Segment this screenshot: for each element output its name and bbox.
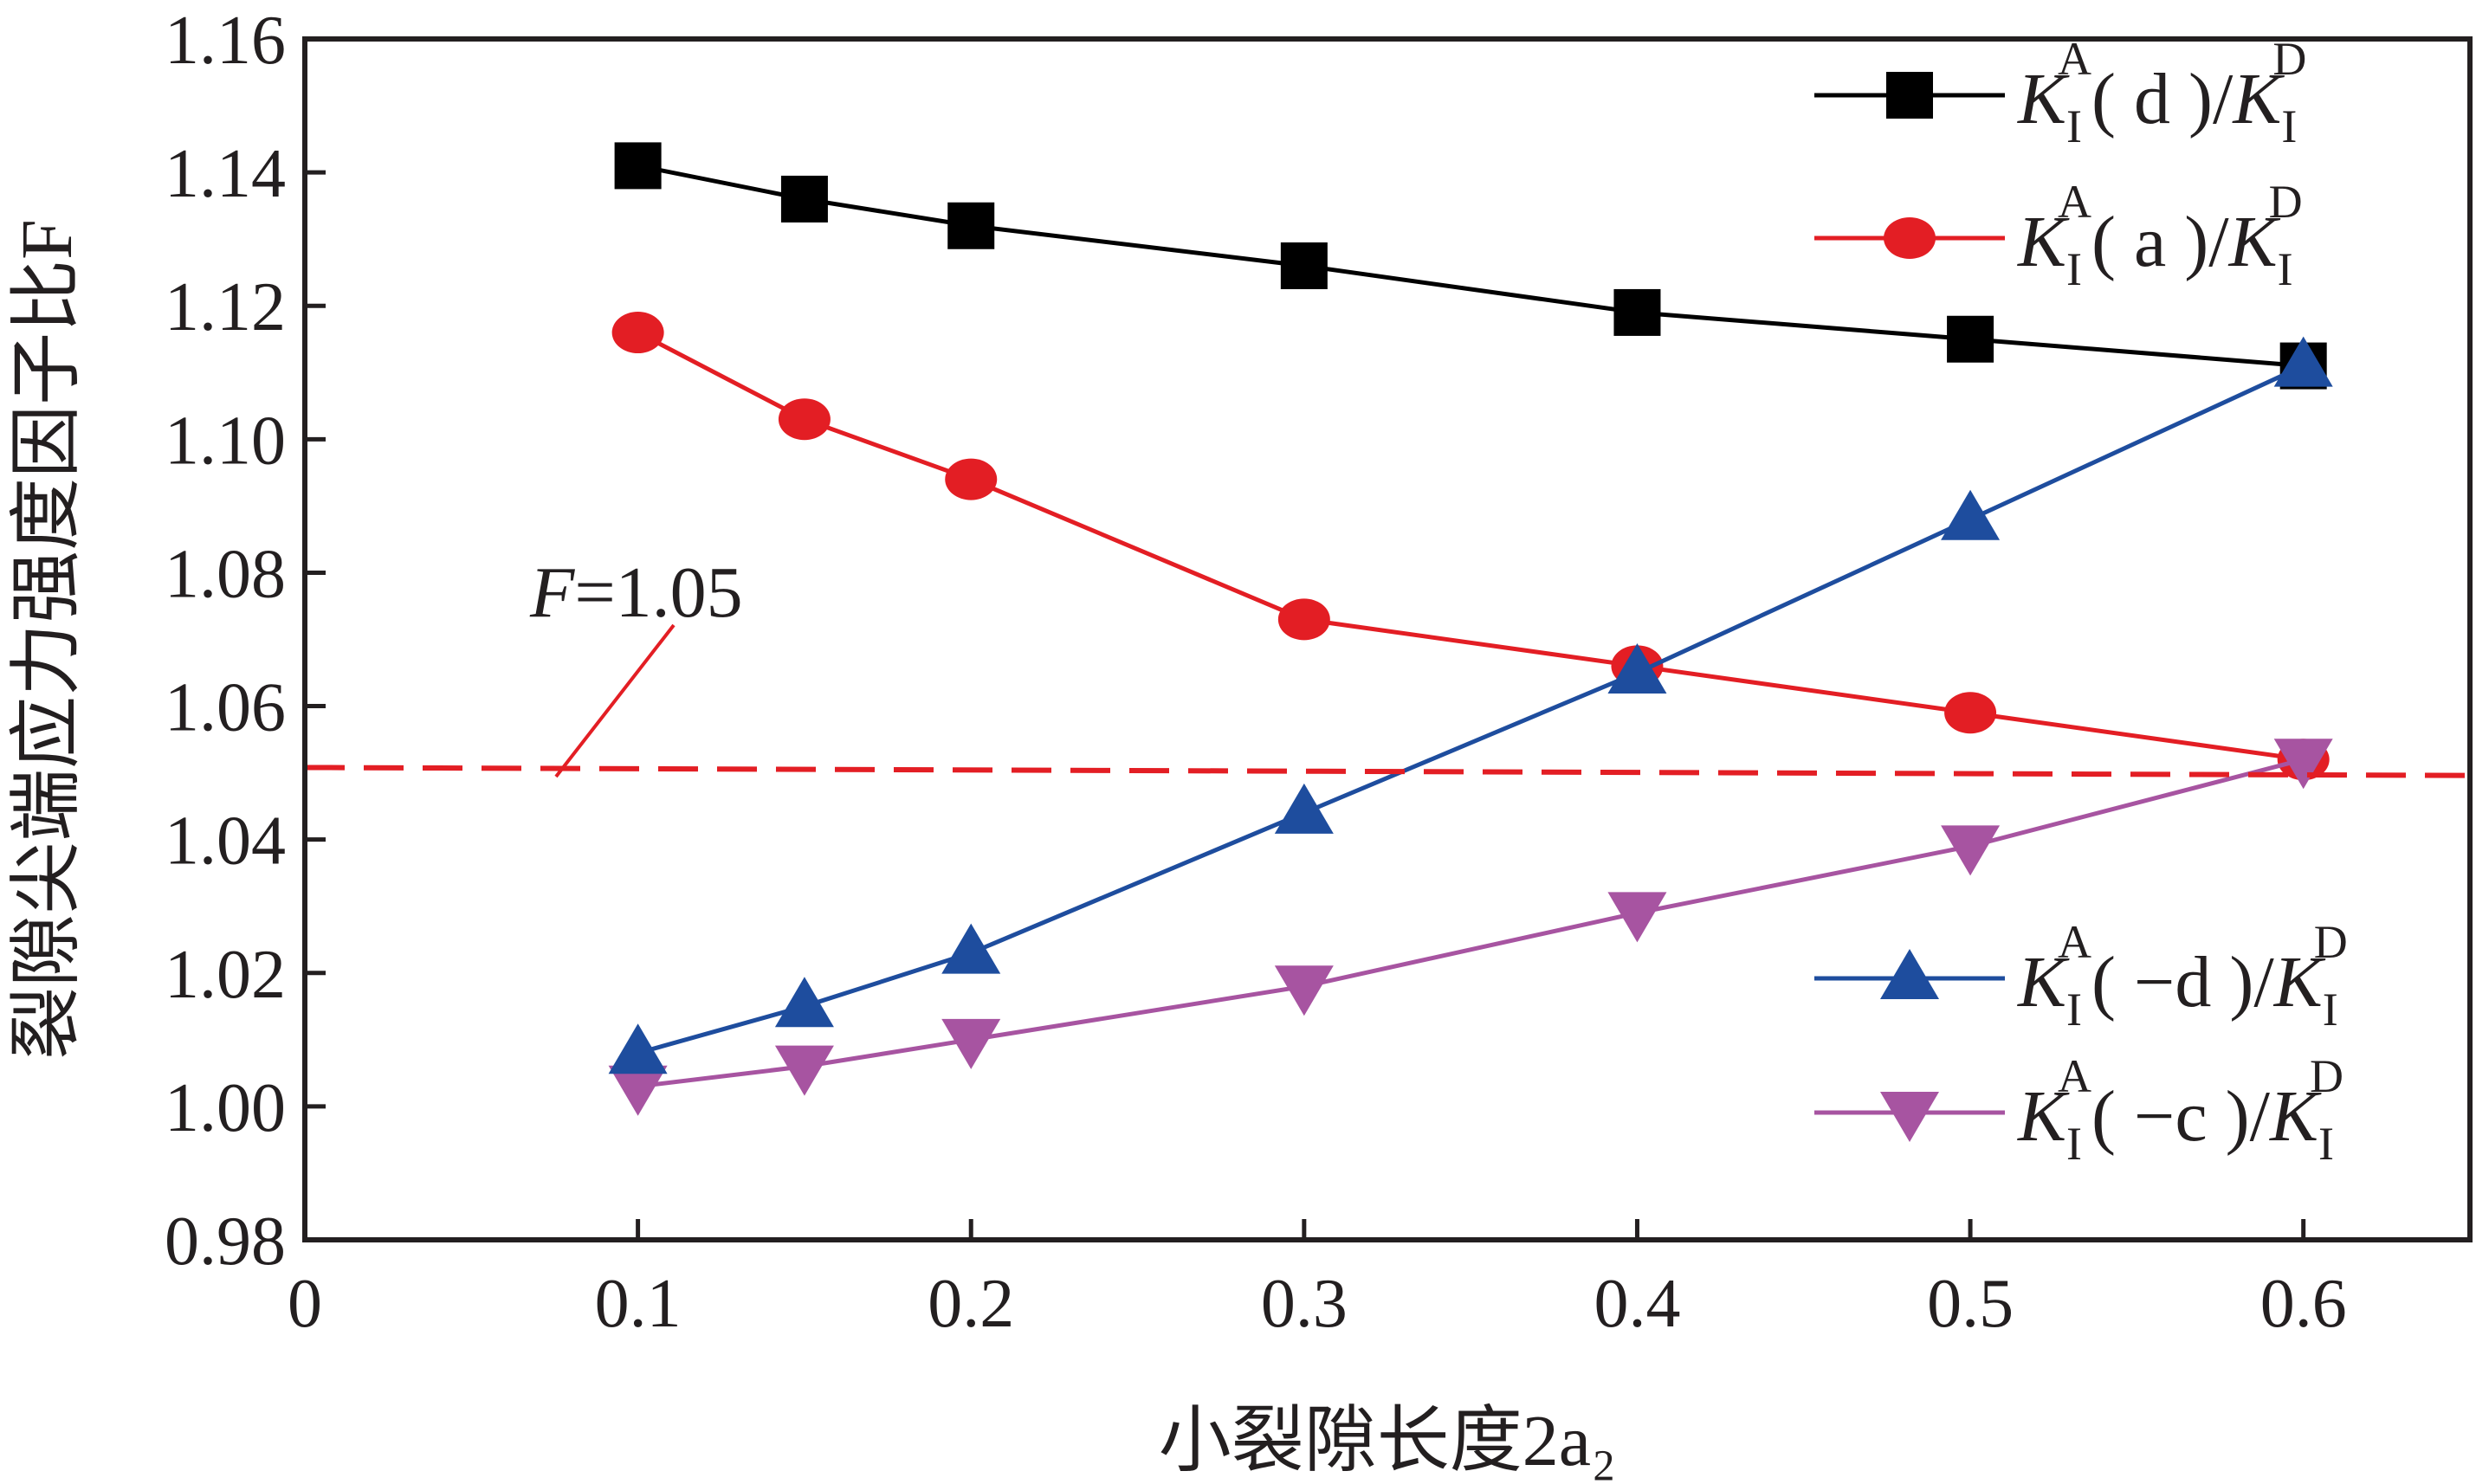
series-ka-point xyxy=(1944,692,1997,734)
series-k-neg-d xyxy=(608,336,2333,1074)
series-k-neg-c xyxy=(608,739,2333,1116)
series-ka-point xyxy=(945,458,998,500)
y-tick-label: 0.98 xyxy=(165,1203,286,1280)
series-ka-point xyxy=(611,312,664,354)
y-tick-label: 1.08 xyxy=(165,536,286,612)
y-tick-label: 1.10 xyxy=(165,403,286,479)
tick-layer: 0 0.1 0.2 0.3 0.4 0.5 0.6 0.98 1.00 1.02 1.04 1.06 1… xyxy=(165,3,2347,1342)
series-k-neg-c-point xyxy=(941,1018,1001,1069)
legend-swatch-marker xyxy=(1884,217,1936,259)
series-ka-point xyxy=(778,398,831,441)
series-k-neg-d-point xyxy=(2273,336,2333,387)
legend-label: KIA( −c )/KID xyxy=(2017,1050,2343,1170)
x-tick-label: 0.6 xyxy=(2260,1266,2347,1342)
y-tick-label: 1.06 xyxy=(165,670,286,746)
reference-line-label: F=1.05 xyxy=(529,552,743,633)
y-tick-label: 1.12 xyxy=(165,269,286,345)
x-tick-label: 0.3 xyxy=(1261,1266,1348,1342)
reference-line-layer xyxy=(304,765,2471,778)
series-kd-point xyxy=(614,142,662,190)
legend-entry: KIA( −d )/KID xyxy=(1814,916,2348,1036)
series-ka-line xyxy=(637,330,2305,762)
series-k-neg-c-point xyxy=(774,1045,834,1096)
series-layer xyxy=(608,142,2333,1116)
series-k-neg-c-point xyxy=(1941,825,2001,876)
series-k-neg-d-point xyxy=(608,1023,668,1074)
series-k-neg-c-point xyxy=(1607,892,1667,943)
x-tick-label: 0 xyxy=(288,1266,322,1342)
series-k-neg-c-line xyxy=(637,757,2305,1089)
series-k-neg-d-point xyxy=(1607,643,1667,694)
series-kd-point xyxy=(947,202,995,249)
series-k-neg-c-point xyxy=(608,1065,668,1116)
y-tick-label: 1.14 xyxy=(165,136,286,212)
legend-swatch-marker xyxy=(1886,72,1933,119)
series-kd-point xyxy=(1947,315,1994,363)
series-kd-point xyxy=(1613,288,1661,336)
legend-entry: KIA( −c )/KID xyxy=(1814,1050,2343,1170)
x-tick-label: 0.5 xyxy=(1927,1266,2014,1342)
legend-swatch-marker xyxy=(1880,949,1939,999)
series-k-neg-c-point xyxy=(2273,739,2333,790)
legend-label: KIA( −d )/KID xyxy=(2017,916,2348,1036)
series-kd-point xyxy=(1280,242,1328,289)
legend-label: KIA( d )/KID xyxy=(2017,33,2306,152)
legend-entry: KIA( a )/KID xyxy=(1814,176,2303,295)
series-k-neg-d-point xyxy=(1941,489,2001,540)
legend-layer: KIA( d )/KID KIA( a )/KID KIA( −d )/KID KIA… xyxy=(1814,33,2348,1170)
series-ka xyxy=(611,312,2330,781)
y-tick-label: 1.00 xyxy=(165,1070,286,1146)
x-tick-label: 0.4 xyxy=(1594,1266,1680,1342)
y-tick-label: 1.02 xyxy=(165,937,286,1013)
y-axis-title: 裂隙尖端应力强度因子比F xyxy=(7,219,87,1060)
series-kd-point xyxy=(780,175,828,223)
legend-swatch-marker xyxy=(1880,1092,1939,1142)
series-k-neg-d-point xyxy=(1274,783,1334,834)
legend-entry: KIA( d )/KID xyxy=(1814,33,2306,152)
x-tick-label: 0.1 xyxy=(595,1266,682,1342)
series-ka-point xyxy=(1277,598,1330,641)
legend-label: KIA( a )/KID xyxy=(2017,176,2303,295)
y-tick-label: 1.16 xyxy=(165,3,286,79)
reference-line xyxy=(304,765,2471,778)
x-tick-label: 0.2 xyxy=(928,1266,1014,1342)
series-k-neg-c-point xyxy=(1274,965,1334,1016)
series-k-neg-d-point xyxy=(941,923,1001,974)
reference-line-callout xyxy=(554,623,676,778)
series-k-neg-d-point xyxy=(774,977,834,1028)
x-axis-title: 小裂隙长度2a₂ xyxy=(1159,1401,1617,1481)
plot-frame xyxy=(302,36,2473,1242)
y-tick-label: 1.04 xyxy=(165,803,286,880)
